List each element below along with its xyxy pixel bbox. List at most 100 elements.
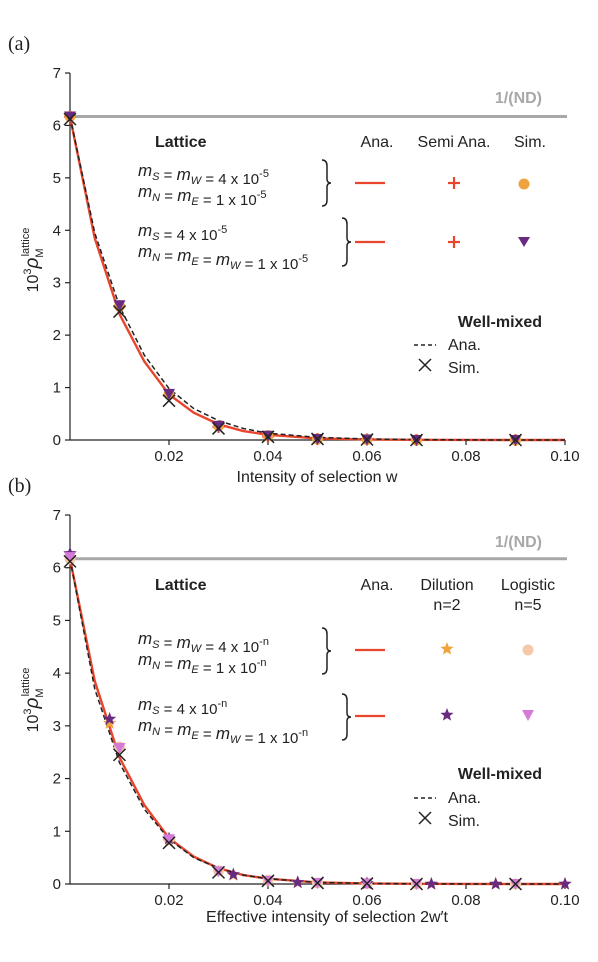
data-point — [424, 877, 439, 890]
series-plus-2 — [64, 110, 522, 446]
legend-brace — [321, 627, 332, 675]
data-point — [558, 877, 572, 890]
data-point — [162, 836, 176, 850]
legend-formula-line: mN = mE = 1 x 10-5 — [138, 182, 267, 209]
y-axis-label: 103ρMlattice — [20, 228, 46, 293]
y-tick-label: 6 — [53, 560, 61, 577]
x-tick-label: 0.08 — [451, 892, 480, 909]
y-tick-label: 5 — [53, 170, 61, 187]
legend-row2-plus — [448, 236, 460, 248]
legend-col-semi: Semi Ana. — [418, 134, 491, 151]
legend-formula-line: mS = 4 x 10-n — [138, 695, 227, 718]
y-tick-label: 6 — [53, 117, 61, 134]
legend-wellmixed-sim: Sim. — [448, 813, 480, 830]
series-cross-5 — [63, 112, 523, 447]
data-point — [226, 867, 241, 881]
plot-area: 0 1 2 3 4 5 6 7 0.02 0.04 0.06 0.08 0.10 — [53, 507, 580, 909]
data-point — [112, 305, 127, 319]
series-wellmixed-dashed-line — [69, 116, 565, 441]
legend-wellmixed-ana: Ana. — [448, 337, 481, 354]
reference-line-label: 1/(ND) — [495, 534, 542, 551]
legend-col-ana: Ana. — [361, 577, 394, 594]
x-tick-label: 0.10 — [550, 448, 579, 465]
ylabel-base: 10 — [25, 274, 42, 292]
data-point — [508, 877, 523, 891]
legend-row2-triangle — [518, 237, 530, 247]
y-tick-label: 7 — [53, 507, 61, 524]
y-axis-label: 103ρMlattice — [20, 668, 46, 733]
y-tick-label: 7 — [53, 65, 61, 82]
legend-col-logistic: Logistic n=5 — [501, 577, 555, 614]
legend-formula-line: mN = mE = mW = 1 x 10-5 — [138, 242, 308, 273]
x-tick-label: 0.02 — [154, 892, 183, 909]
ylabel-exp: 3 — [22, 268, 34, 274]
legend-row1-star — [440, 642, 454, 655]
legend-row1-circle — [522, 644, 534, 656]
data-point — [64, 552, 76, 564]
y-tick-label: 4 — [53, 222, 61, 239]
legend-formulas: mS = mW = 4 x 10-5mN = mE = 1 x 10-5 mS =… — [138, 159, 352, 273]
x-axis-label: Intensity of selection w — [237, 469, 398, 486]
y-tick-label: 2 — [53, 327, 61, 344]
data-point — [163, 834, 175, 846]
panel-label: (b) — [8, 475, 31, 497]
x-tick-label: 0.08 — [451, 448, 480, 465]
y-tick-label: 0 — [53, 876, 61, 893]
legend-wellmixed-title: Well-mixed — [458, 314, 542, 331]
y-tick-label: 1 — [53, 380, 61, 397]
legend-lattice-title: Lattice — [155, 577, 207, 594]
y-tick-label: 3 — [53, 275, 61, 292]
legend-col-ana: Ana. — [361, 134, 394, 151]
x-tick-label: 0.06 — [352, 448, 381, 465]
x-tick-label: 0.02 — [154, 448, 183, 465]
legend-row2-star — [440, 708, 454, 721]
plot-area: 0 1 2 3 4 5 6 7 0.02 0.04 0.06 0.08 0.10 — [53, 65, 580, 465]
legend-wellmixed-cross — [418, 358, 432, 372]
legend-formula-line: mN = mE = 1 x 10-n — [138, 650, 267, 677]
legend-formula-line: mS = mW = 4 x 10-n — [138, 629, 269, 656]
ylabel-sup: lattice — [20, 668, 32, 697]
legend-brace — [321, 159, 332, 207]
series-cross-6 — [63, 554, 523, 891]
ylabel-sub: M — [34, 688, 46, 697]
data-point — [310, 432, 325, 446]
legend-wellmixed-ana: Ana. — [448, 790, 481, 807]
ylabel-symbol: ρ — [22, 257, 43, 269]
x-tick-label: 0.10 — [550, 892, 579, 909]
series-circle-3 — [64, 111, 521, 446]
data-point — [63, 112, 77, 126]
x-tick-label: 0.04 — [253, 448, 282, 465]
legend-row1-circle — [518, 178, 530, 190]
legend-col-sim: Sim. — [514, 134, 546, 151]
data-point — [211, 865, 226, 879]
legend-col-dilution: Dilution n=2 — [420, 577, 473, 614]
ylabel-symbol: ρ — [22, 697, 43, 709]
data-point — [310, 876, 325, 890]
data-point — [261, 430, 275, 444]
data-point — [409, 433, 424, 447]
x-tick-label: 0.06 — [352, 892, 381, 909]
legend-wellmixed-title: Well-mixed — [458, 766, 542, 783]
data-point — [360, 432, 374, 447]
legend-wellmixed-cross — [418, 811, 432, 825]
data-point — [360, 876, 374, 891]
y-tick-label: 0 — [53, 432, 61, 449]
series-wellmixed-dashed-line — [69, 558, 565, 885]
data-point — [261, 874, 275, 888]
data-point — [64, 111, 76, 123]
ylabel-base: 10 — [25, 714, 42, 732]
data-point — [162, 394, 176, 408]
legend-row1-plus — [448, 177, 460, 189]
series-triangle-4 — [64, 111, 522, 446]
data-point — [489, 877, 503, 890]
data-point — [63, 554, 77, 568]
data-point — [291, 875, 305, 889]
y-tick-label: 2 — [53, 771, 61, 788]
data-point — [113, 742, 126, 754]
y-tick-label: 4 — [53, 665, 61, 682]
ylabel-exp: 3 — [22, 708, 34, 714]
x-axis-label: Effective intensity of selection 2w′t — [206, 909, 448, 926]
